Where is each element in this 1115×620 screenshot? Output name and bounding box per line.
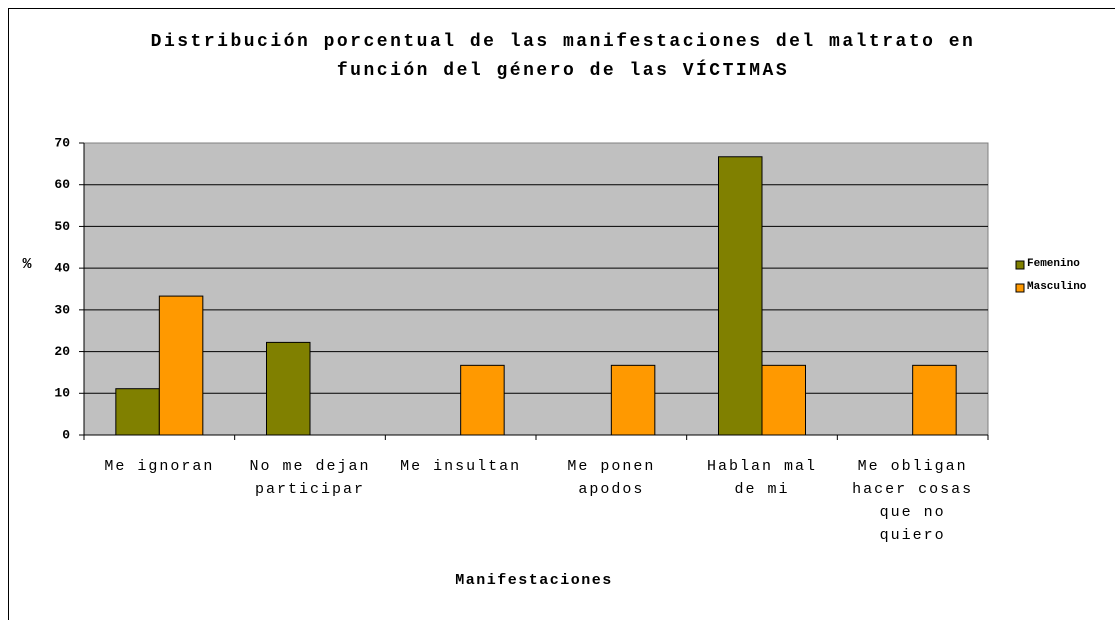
bar <box>912 364 957 436</box>
legend-label: Femenino <box>1027 258 1080 270</box>
y-tick-label: 30 <box>54 302 70 317</box>
legend-label: Masculino <box>1027 281 1087 293</box>
bar <box>266 341 311 436</box>
y-axis-title: % <box>22 256 32 273</box>
bar <box>115 388 160 436</box>
bar <box>718 156 763 436</box>
legend-swatch <box>1015 260 1025 270</box>
x-tick-label: Me obligan hacer cosas que no quiero <box>852 458 974 544</box>
y-tick-label: 20 <box>54 344 70 359</box>
x-tick-label: Me ignoran <box>104 458 215 475</box>
y-tick-label: 70 <box>54 135 70 150</box>
chart-border <box>8 8 1115 620</box>
x-tick-label: Me insultan <box>400 458 522 475</box>
x-axis-title: Manifestaciones <box>455 572 613 589</box>
bar <box>610 364 656 436</box>
bar <box>460 364 505 436</box>
y-tick-label: 40 <box>54 261 70 276</box>
y-tick-label: 50 <box>54 219 70 234</box>
chart-title: Distribución porcentual de las manifesta… <box>150 32 976 81</box>
plot-area <box>83 142 989 436</box>
y-tick-label: 10 <box>54 386 70 401</box>
bar <box>158 295 204 436</box>
y-tick-label: 0 <box>62 427 70 442</box>
y-tick-label: 60 <box>54 177 70 192</box>
legend-swatch <box>1015 283 1025 293</box>
x-tick-label: Hablan mal de mi <box>706 458 817 498</box>
bar <box>761 364 806 436</box>
x-tick-label: No me dejan participar <box>249 458 371 498</box>
x-tick-label: Me ponen apodos <box>567 458 656 498</box>
